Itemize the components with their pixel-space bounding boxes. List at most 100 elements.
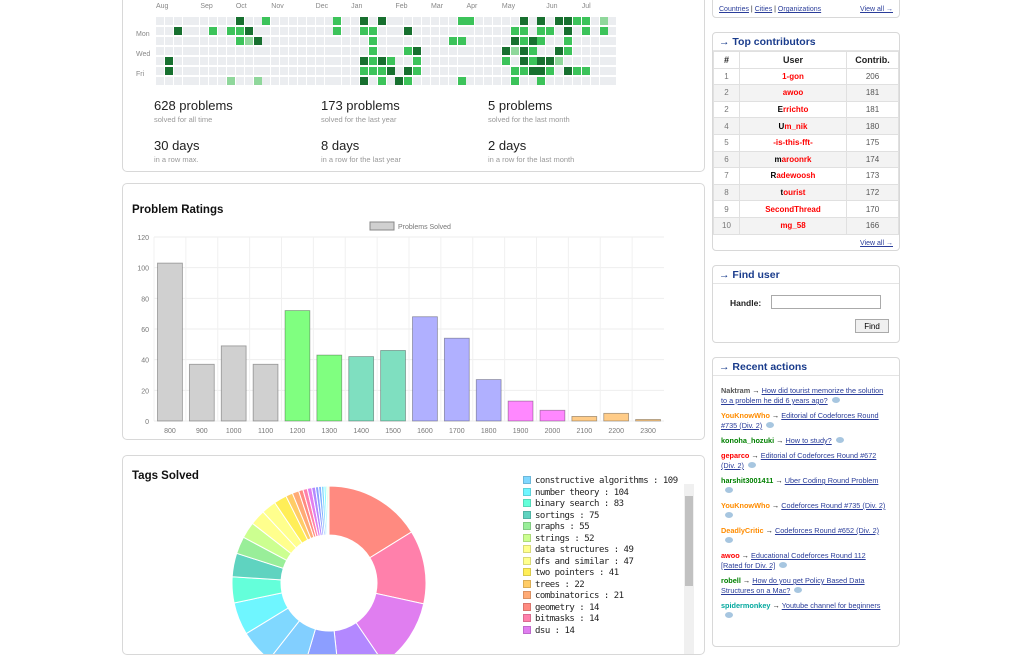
comment-icon[interactable] xyxy=(835,437,844,443)
activity-cell xyxy=(439,47,448,55)
activity-cell xyxy=(360,27,368,35)
activity-cell xyxy=(404,77,413,85)
comment-icon[interactable] xyxy=(747,462,756,468)
action-user[interactable]: DeadlyCritic xyxy=(721,526,764,535)
legend-item[interactable]: strings : 52 xyxy=(523,533,595,544)
action-topic-link[interactable]: Codeforces Round #735 (Div. 2) xyxy=(781,501,886,510)
legend-scrollbar[interactable] xyxy=(684,484,694,654)
legend-item[interactable]: dfs and similar : 47 xyxy=(523,556,634,567)
legend-item[interactable]: geometry : 14 xyxy=(523,602,599,613)
activity-cell xyxy=(439,37,448,45)
action-user[interactable]: YouKnowWho xyxy=(721,501,770,510)
activity-cell xyxy=(244,57,253,65)
contributor-user-link[interactable]: SecondThread xyxy=(739,200,847,218)
legend-tag-count: 52 xyxy=(584,533,595,544)
action-topic-link[interactable]: Educational Codeforces Round 112 [Rated … xyxy=(721,551,866,570)
action-topic-link[interactable]: Uber Coding Round Problem xyxy=(784,476,879,485)
activity-cell xyxy=(404,47,413,55)
comment-icon[interactable] xyxy=(725,512,733,518)
legend-tag-name: strings xyxy=(535,533,570,544)
top-contributors-box: → Top contributors # User Contrib. 1 1-go… xyxy=(712,32,900,251)
action-user[interactable]: Naktram xyxy=(721,386,751,395)
contributor-user-link[interactable]: 1-gon xyxy=(739,67,847,86)
view-all-link[interactable]: View all → xyxy=(860,6,893,13)
comment-icon[interactable] xyxy=(794,587,803,593)
contributor-user-link[interactable]: mg_58 xyxy=(739,216,847,235)
action-topic-link[interactable]: Editorial of Codeforces Round #672 (Div.… xyxy=(721,451,877,470)
contributor-user-link[interactable]: -is-this-fft- xyxy=(739,133,847,152)
activity-cell xyxy=(173,57,182,65)
activity-cell xyxy=(564,37,573,45)
contributors-view-all[interactable]: View all → xyxy=(860,240,893,247)
comment-icon[interactable] xyxy=(766,422,775,428)
legend-item[interactable]: dsu : 14 xyxy=(523,625,575,636)
comment-icon[interactable] xyxy=(779,562,788,568)
activity-cell xyxy=(581,77,590,85)
legend-item[interactable]: two pointers : 41 xyxy=(523,568,619,578)
action-user[interactable]: konoha_hozuki xyxy=(721,436,775,445)
comment-icon[interactable] xyxy=(725,487,733,493)
activity-cell xyxy=(209,37,218,45)
activity-cell xyxy=(608,47,617,55)
action-user[interactable]: geparco xyxy=(721,451,750,460)
action-topic-link[interactable]: How do you get Policy Based Data Structu… xyxy=(721,576,865,595)
stat-value: 173 problems xyxy=(321,98,400,113)
comment-icon[interactable] xyxy=(831,397,840,403)
activity-cell xyxy=(191,67,200,75)
legend-item[interactable]: combinatorics : 21 xyxy=(523,591,624,601)
activity-cell xyxy=(297,37,306,45)
action-user[interactable]: YouKnowWho xyxy=(721,411,770,420)
activity-cell xyxy=(235,57,244,65)
link-organizations[interactable]: Organizations xyxy=(777,6,822,13)
activity-cell xyxy=(555,47,564,55)
legend-tag-name: geometry xyxy=(535,602,575,613)
action-topic-link[interactable]: How did tourist memorize the solution to… xyxy=(721,386,884,405)
action-user[interactable]: spidermonkey xyxy=(721,601,771,610)
activity-cell xyxy=(342,47,351,55)
activity-cell xyxy=(368,27,377,35)
contributor-user-link[interactable]: Errichto xyxy=(739,100,847,119)
contributor-user-link[interactable]: tourist xyxy=(739,183,847,202)
contributor-user-link[interactable]: Radewoosh xyxy=(739,167,847,185)
legend-item[interactable]: number theory : 104 xyxy=(523,487,629,498)
activity-cell xyxy=(368,37,377,45)
link-cities[interactable]: Cities xyxy=(754,6,773,13)
contributor-user-link[interactable]: maroonrk xyxy=(739,150,847,169)
activity-cell xyxy=(475,67,484,75)
legend-item[interactable]: trees : 22 xyxy=(523,579,585,590)
activity-cell xyxy=(324,37,333,45)
activity-cell xyxy=(386,17,395,25)
legend-item[interactable]: bitmasks : 14 xyxy=(523,614,599,624)
find-user-box: → Find user Handle: Find xyxy=(712,265,900,343)
action-topic-link[interactable]: Editorial of Codeforces Round #735 (Div.… xyxy=(721,411,879,430)
legend-item[interactable]: constructive algorithms : 109 xyxy=(523,476,678,486)
legend-item[interactable]: graphs : 55 xyxy=(523,522,590,532)
activity-cell xyxy=(386,67,395,75)
action-user[interactable]: robell xyxy=(721,576,741,585)
contributor-user-link[interactable]: Um_nik xyxy=(739,117,847,135)
action-topic-link[interactable]: How to study? xyxy=(785,436,832,445)
contributor-row: 10 mg_58 166 xyxy=(713,216,899,235)
handle-input[interactable] xyxy=(771,295,881,309)
action-topic-link[interactable]: Codeforces Round #652 (Div. 2) xyxy=(774,526,880,535)
action-topic-link[interactable]: Youtube channel for beginners xyxy=(781,601,881,610)
contributor-user-link[interactable]: awoo xyxy=(739,84,847,102)
legend-item[interactable]: binary search : 83 xyxy=(523,499,624,509)
scrollbar-thumb[interactable] xyxy=(685,496,693,586)
legend-tag-count: 104 xyxy=(613,487,629,498)
find-button[interactable]: Find xyxy=(855,319,889,333)
action-user[interactable]: harshit3001411 xyxy=(721,476,774,485)
link-countries[interactable]: Countries xyxy=(719,6,749,13)
legend-item[interactable]: sortings : 75 xyxy=(523,510,599,521)
stat-value: 5 problems xyxy=(488,98,553,113)
activity-cell xyxy=(377,37,386,45)
activity-cell xyxy=(271,67,280,75)
action-user[interactable]: awoo xyxy=(721,551,740,560)
comment-icon[interactable] xyxy=(725,537,733,543)
comment-icon[interactable] xyxy=(725,612,733,618)
activity-cell xyxy=(590,67,599,75)
activity-cell xyxy=(519,47,528,55)
donut-slice[interactable] xyxy=(327,485,330,536)
activity-cell xyxy=(289,77,298,85)
legend-item[interactable]: data structures : 49 xyxy=(523,545,634,555)
